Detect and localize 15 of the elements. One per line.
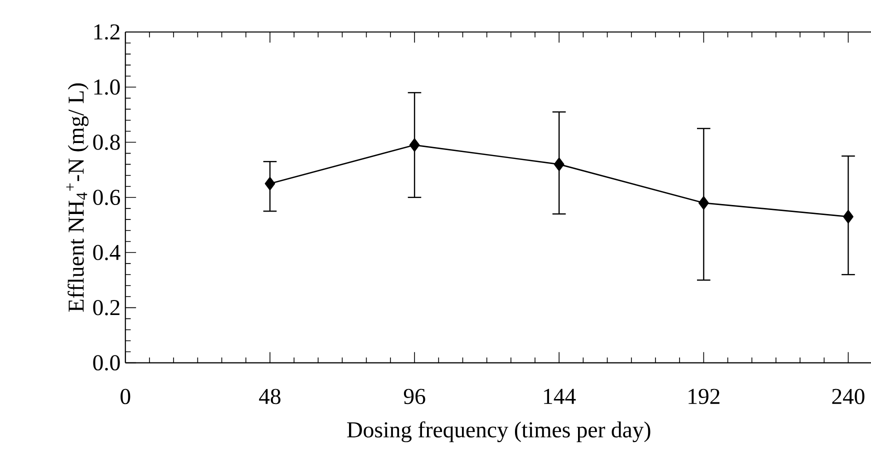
x-axis-title: Dosing frequency (times per day) — [347, 422, 650, 442]
x-tick-label: 96 — [404, 389, 426, 404]
y-tick-label: 0.2 — [93, 300, 120, 316]
x-tick-label: 192 — [688, 389, 720, 404]
y-tick-label: 0.0 — [93, 355, 120, 371]
y-tick-label: 1.2 — [94, 24, 120, 40]
x-tick-label: 0 — [120, 389, 130, 404]
y-tick-label: 0.6 — [93, 190, 120, 206]
x-tick-label: 48 — [259, 389, 280, 404]
y-axis-title: Effluent NH$_{4}$$^{+}$-N (mg/ L) — [66, 84, 89, 312]
y-tick-label: 1.0 — [94, 80, 120, 96]
x-tick-label: 144 — [544, 389, 576, 404]
y-tick-label: 0.8 — [93, 134, 120, 150]
y-tick-label: 0.4 — [93, 245, 120, 260]
x-tick-label: 240 — [832, 389, 864, 404]
